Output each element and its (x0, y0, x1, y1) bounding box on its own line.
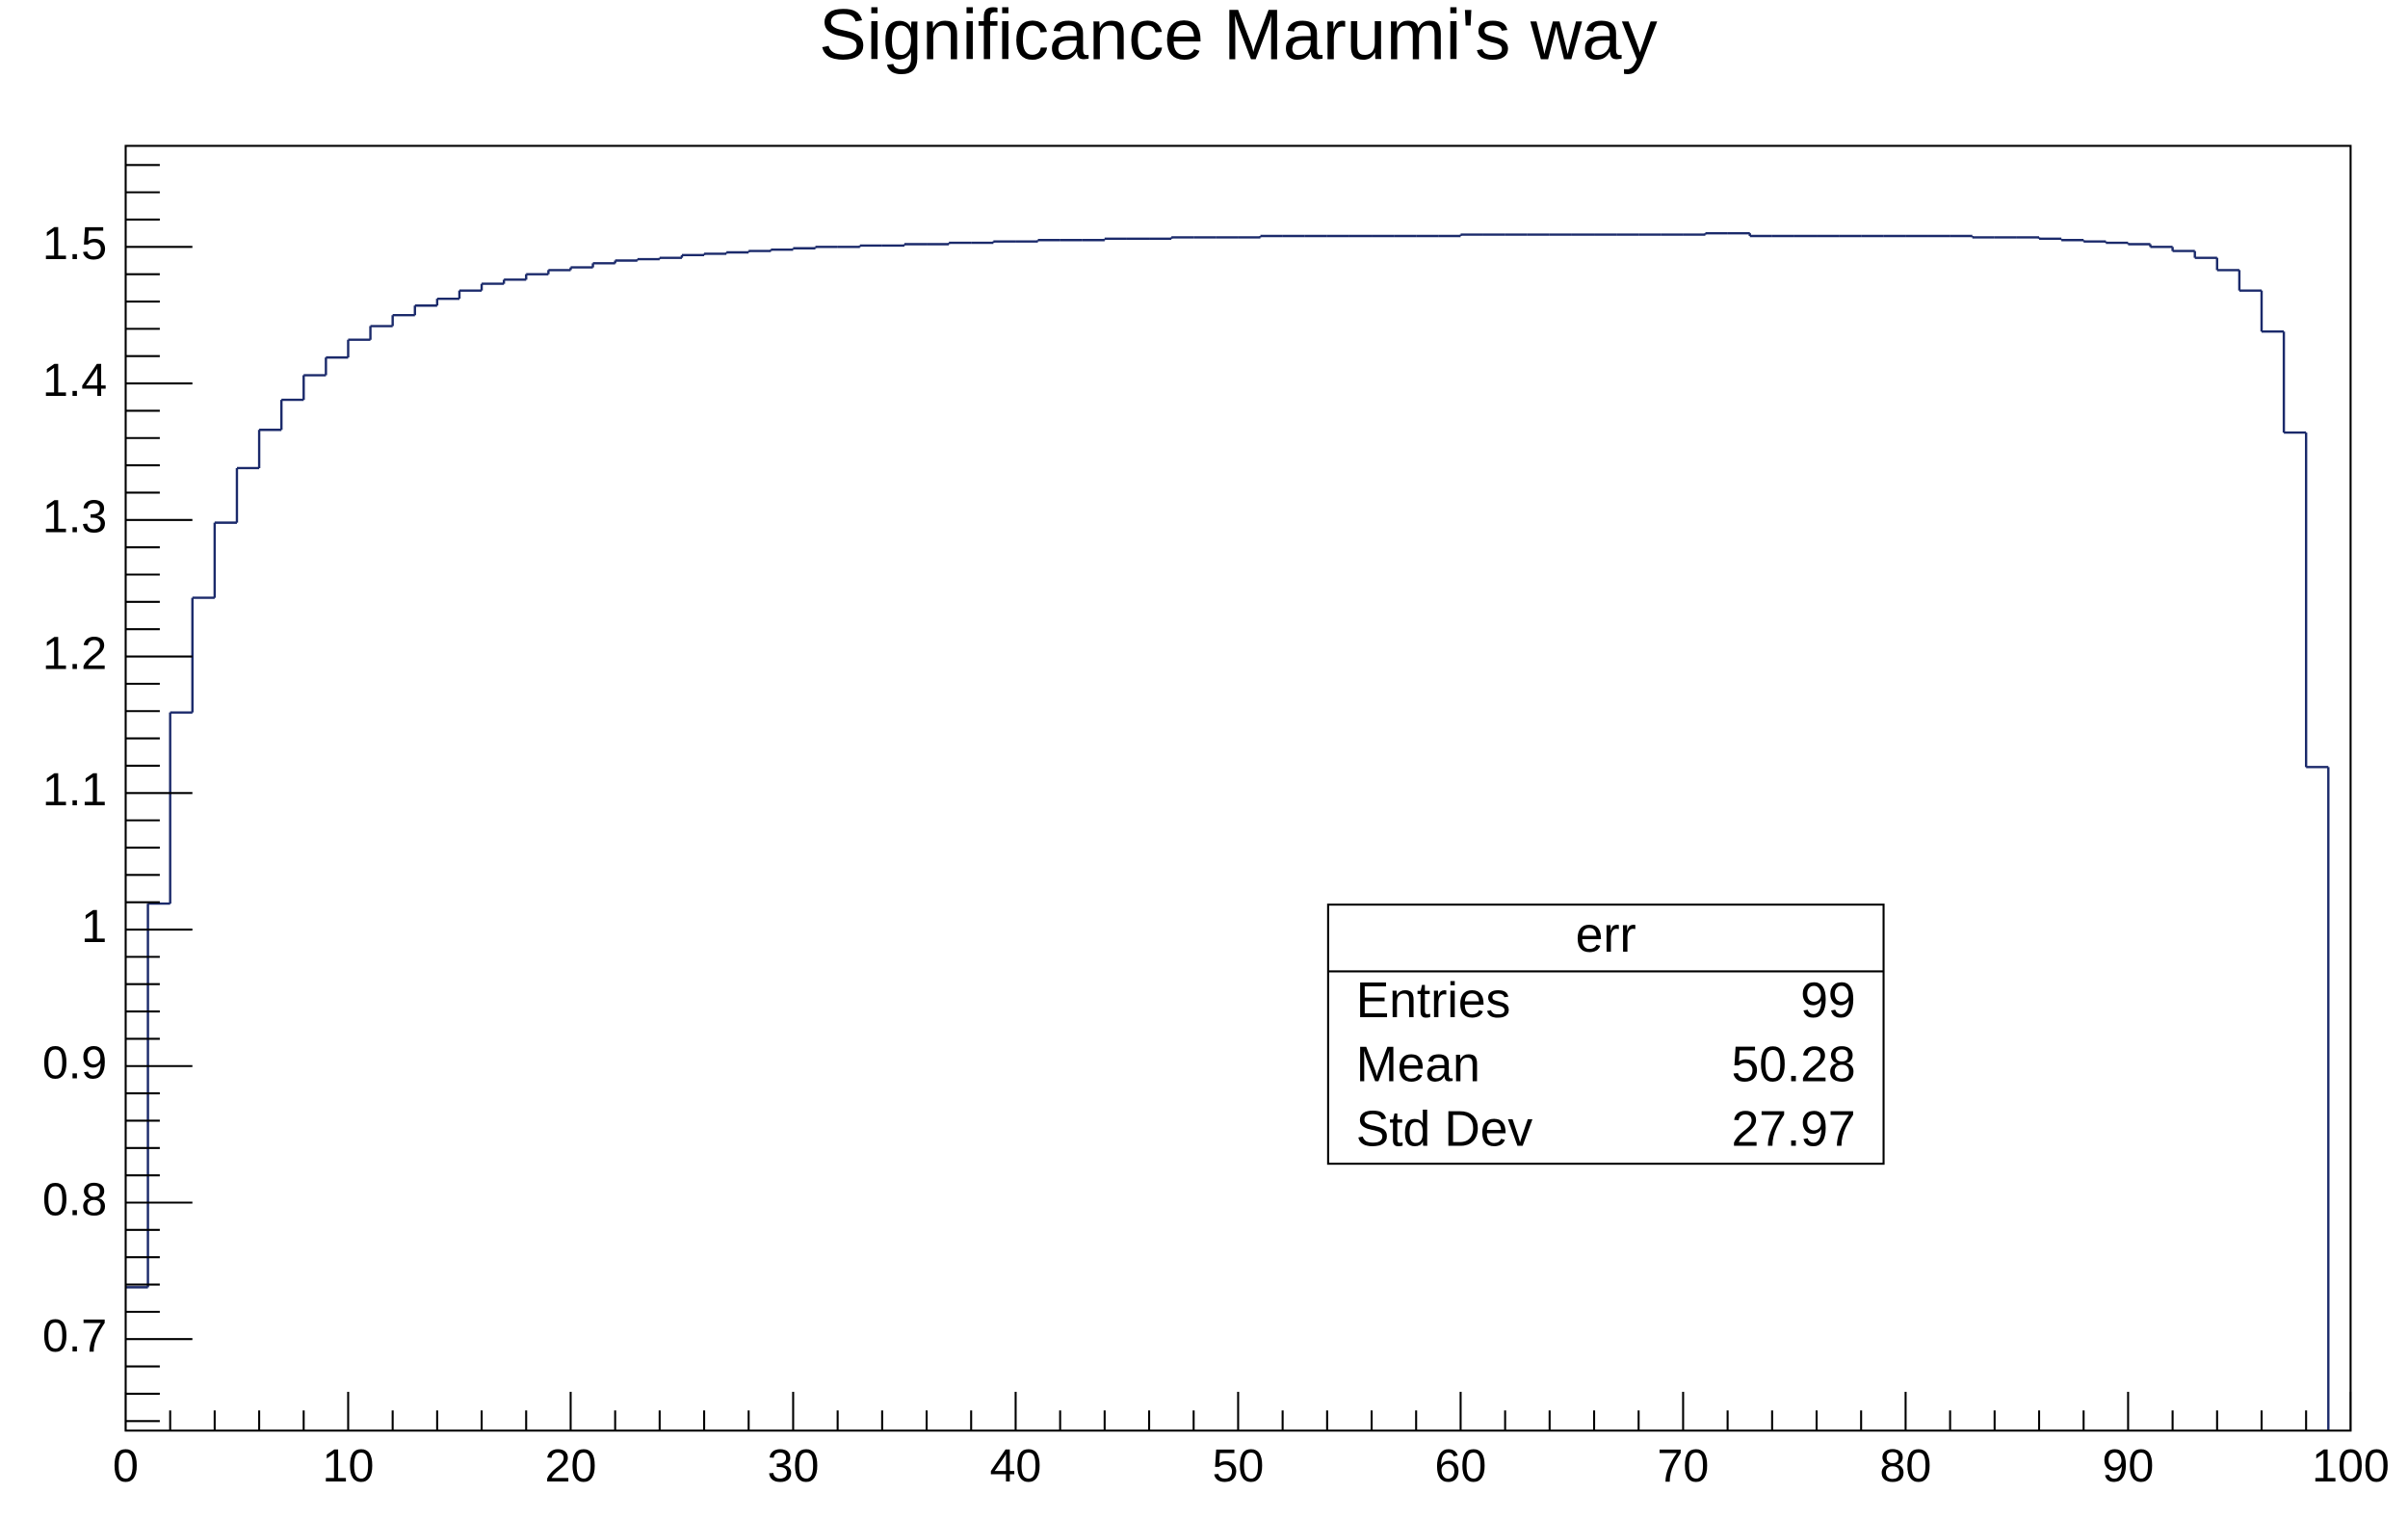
stats-label: Mean (1356, 1036, 1480, 1092)
stats-value: 27.97 (1732, 1101, 1856, 1157)
x-tick-label: 30 (768, 1440, 820, 1492)
y-tick-label: 1.4 (42, 354, 107, 406)
stats-value: 99 (1800, 972, 1855, 1028)
x-tick-label: 50 (1213, 1440, 1265, 1492)
stats-value: 50.28 (1732, 1036, 1856, 1092)
chart-title: Significance Marumi's way (819, 0, 1657, 74)
stats-label: Entries (1356, 972, 1510, 1028)
stats-box: err Entries 99 Mean 50.28 Std Dev 27.97 (1326, 904, 1885, 1166)
x-tick-label: 60 (1435, 1440, 1487, 1492)
x-tick-label: 0 (113, 1440, 139, 1492)
x-tick-label: 90 (2103, 1440, 2155, 1492)
x-tick-label: 70 (1658, 1440, 1710, 1492)
stats-title: err (1576, 906, 1636, 962)
y-tick-label: 1.3 (42, 491, 107, 543)
x-tick-label: 100 (2312, 1440, 2390, 1492)
plot-area (125, 231, 2330, 1431)
y-tick-label: 0.7 (42, 1310, 107, 1362)
stats-label: Std Dev (1356, 1101, 1533, 1157)
stats-border (1326, 904, 1885, 1166)
y-tick-label: 1.2 (42, 627, 107, 679)
y-tick-label: 1.1 (42, 764, 107, 816)
y-tick-label: 1 (81, 901, 107, 953)
y-tick-label: 0.8 (42, 1173, 107, 1225)
y-tick-label: 1.5 (42, 218, 107, 270)
x-tick-label: 20 (545, 1440, 597, 1492)
y-tick-label: 0.9 (42, 1037, 107, 1089)
x-tick-label: 40 (990, 1440, 1042, 1492)
x-tick-label: 10 (323, 1440, 375, 1492)
x-tick-label: 80 (1880, 1440, 1932, 1492)
